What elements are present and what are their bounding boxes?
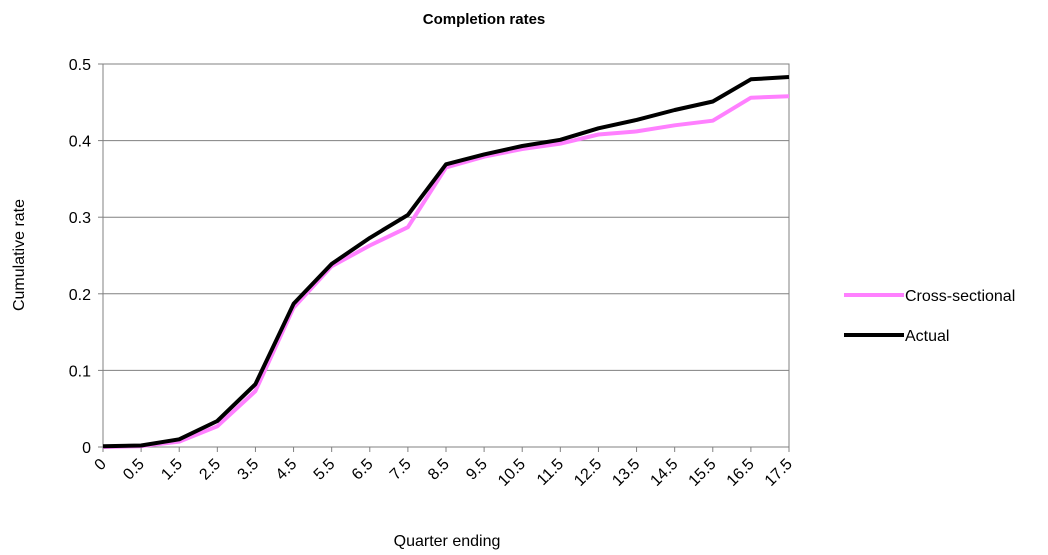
x-tick-label: 1.5 [158, 456, 186, 484]
x-tick-label: 2.5 [196, 456, 224, 484]
x-axis-title: Quarter ending [394, 533, 501, 550]
y-tick-label: 0.3 [69, 210, 91, 227]
y-axis-ticks: 0 0.1 0.2 0.3 0.4 0.5 [69, 57, 103, 457]
y-axis-title: Cumulative rate [11, 199, 28, 311]
x-tick-label: 12.5 [571, 456, 605, 490]
y-tick-label: 0 [82, 440, 91, 457]
x-tick-label: 3.5 [235, 456, 263, 484]
plot-area [102, 63, 790, 448]
x-tick-label: 9.5 [463, 456, 491, 484]
legend-label: Actual [905, 328, 949, 345]
chart-title: Completion rates [423, 11, 546, 28]
x-tick-label: 6.5 [349, 456, 377, 484]
x-tick-label: 17.5 [762, 456, 796, 490]
y-tick-label: 0.5 [69, 57, 91, 74]
x-axis-ticks: 0 0.5 1.5 2.5 3.5 4.5 5.5 6.5 7.5 8.5 9.5 10.5 11.5 1… [92, 447, 796, 490]
x-tick-label: 13.5 [609, 456, 643, 490]
legend: Cross-sectional Actual [844, 288, 1015, 345]
legend-label: Cross-sectional [905, 288, 1015, 305]
gridlines [103, 63, 789, 371]
y-tick-label: 0.1 [69, 363, 91, 380]
x-tick-label: 16.5 [724, 456, 758, 490]
x-tick-label: 4.5 [273, 456, 301, 484]
series-line-1 [102, 94, 790, 449]
x-tick-label: 10.5 [495, 456, 529, 490]
y-tick-label: 0.2 [69, 287, 91, 304]
x-tick-label: 0.5 [120, 456, 148, 484]
series-line-2 [102, 75, 790, 449]
x-tick-label: 15.5 [686, 456, 720, 490]
series-lines [102, 75, 790, 449]
x-tick-label: 0 [92, 456, 110, 474]
x-tick-label: 11.5 [534, 456, 567, 489]
y-tick-label: 0.4 [69, 134, 91, 151]
x-tick-label: 8.5 [425, 456, 453, 484]
x-tick-label: 5.5 [311, 456, 339, 484]
x-tick-label: 7.5 [387, 456, 415, 484]
x-tick-label: 14.5 [647, 456, 681, 490]
